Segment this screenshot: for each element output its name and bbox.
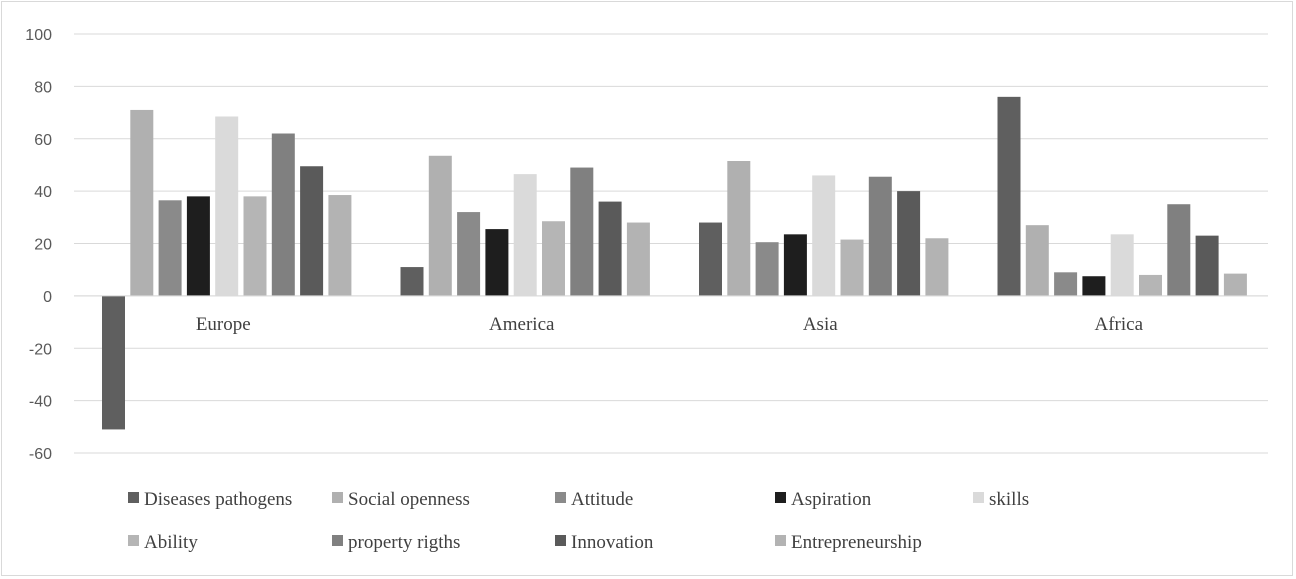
bar-attitude-europe: [158, 200, 182, 296]
legend-item-property-rigths: property rigths: [332, 532, 460, 553]
legend-item-innovation: Innovation: [555, 532, 654, 553]
legend-item-aspiration: Aspiration: [775, 489, 872, 510]
bar-skills-europe: [215, 116, 239, 296]
legend-label: Attitude: [571, 489, 633, 510]
legend-label: skills: [989, 489, 1029, 510]
legend-label: Diseases pathogens: [144, 489, 292, 510]
bar-skills-africa: [1110, 234, 1134, 296]
legend-swatch: [775, 492, 786, 503]
bar-diseases-pathogens-africa: [997, 96, 1021, 296]
bar-social-openness-america: [428, 155, 452, 296]
bars: [74, 96, 1268, 430]
bar-diseases-pathogens-america: [400, 267, 424, 296]
bar-aspiration-europe: [186, 196, 210, 296]
bar-social-openness-africa: [1025, 225, 1049, 296]
legend-label: Entrepreneurship: [791, 532, 922, 553]
bar-skills-asia: [812, 175, 836, 296]
legend-label: property rigths: [348, 532, 460, 553]
legend-item-attitude: Attitude: [555, 489, 633, 510]
bar-entrepreneurship-america: [626, 222, 650, 296]
legend-swatch: [128, 492, 139, 503]
bar-social-openness-europe: [130, 109, 154, 296]
category-label-asia: Asia: [803, 314, 838, 335]
bar-aspiration-africa: [1082, 276, 1106, 296]
legend-item-diseases-pathogens: Diseases pathogens: [128, 489, 292, 510]
bar-aspiration-america: [485, 229, 509, 296]
y-tick-label: 80: [34, 79, 52, 96]
y-tick-label: 60: [34, 132, 52, 149]
y-tick-label: 20: [34, 237, 52, 254]
legend-label: Social openness: [348, 489, 470, 510]
y-tick-label: -60: [29, 446, 52, 463]
y-tick-label: 100: [25, 27, 52, 44]
bar-property-rigths-america: [570, 167, 594, 296]
bar-ability-asia: [840, 239, 864, 296]
y-tick-label: -40: [29, 394, 52, 411]
bar-ability-africa: [1139, 274, 1162, 296]
bar-attitude-africa: [1054, 272, 1078, 296]
bar-innovation-europe: [300, 166, 324, 296]
legend-item-social-openness: Social openness: [332, 489, 470, 510]
bar-diseases-pathogens-europe: [102, 295, 125, 430]
bar-entrepreneurship-europe: [328, 195, 352, 296]
y-tick-label: 40: [34, 184, 52, 201]
legend-swatch: [973, 492, 984, 503]
bar-property-rigths-europe: [271, 133, 295, 296]
y-axis-ticks: 100 80 60 40 20 0 -20 -40 -60: [25, 27, 52, 463]
bar-entrepreneurship-asia: [925, 238, 949, 296]
bar-attitude-asia: [755, 242, 779, 296]
legend-label: Innovation: [571, 532, 654, 553]
bar-attitude-america: [457, 212, 481, 296]
legend-swatch: [555, 535, 566, 546]
bar-entrepreneurship-africa: [1223, 273, 1247, 296]
legend-swatch: [775, 535, 786, 546]
bar-innovation-africa: [1195, 235, 1219, 296]
bar-diseases-pathogens-asia: [699, 222, 722, 296]
legend-item-entrepreneurship: Entrepreneurship: [775, 532, 922, 553]
y-tick-label: -20: [29, 341, 52, 358]
bar-social-openness-asia: [727, 161, 751, 296]
category-labels: Europe America Asia Africa: [196, 314, 1144, 335]
bar-property-rigths-asia: [868, 176, 892, 296]
legend-swatch: [555, 492, 566, 503]
legend: Diseases pathogens Social openness Attitud…: [128, 489, 1029, 553]
category-label-africa: Africa: [1094, 314, 1143, 335]
legend-label: Ability: [144, 532, 198, 553]
y-tick-label: 0: [43, 289, 52, 306]
legend-swatch: [128, 535, 139, 546]
bar-innovation-asia: [897, 191, 921, 296]
category-label-europe: Europe: [196, 314, 251, 335]
legend-label: Aspiration: [791, 489, 872, 510]
legend-swatch: [332, 535, 343, 546]
category-label-america: America: [489, 314, 555, 335]
bar-aspiration-asia: [783, 234, 807, 296]
bar-innovation-america: [598, 201, 622, 296]
legend-swatch: [332, 492, 343, 503]
legend-item-ability: Ability: [128, 532, 198, 553]
bar-ability-america: [542, 221, 565, 296]
bar-skills-america: [513, 174, 537, 296]
legend-item-skills: skills: [973, 489, 1029, 510]
bar-ability-europe: [243, 196, 267, 296]
bar-property-rigths-africa: [1167, 204, 1191, 296]
